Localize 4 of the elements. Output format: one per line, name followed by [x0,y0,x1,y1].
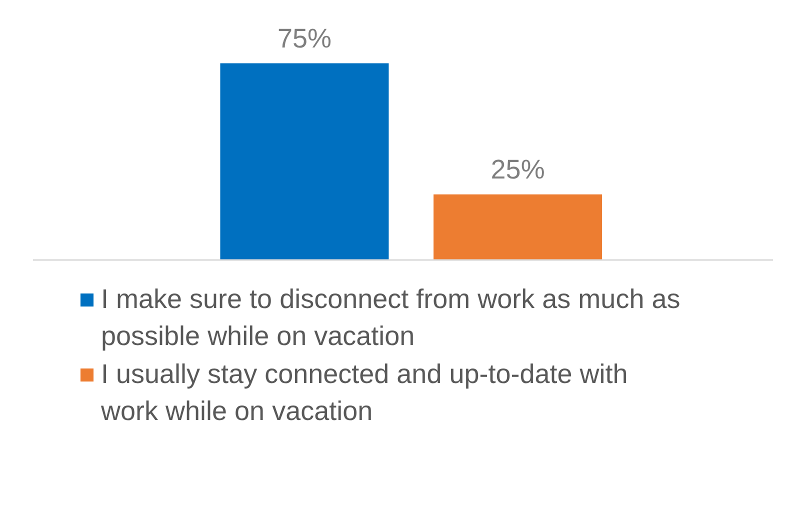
legend-label: I usually stay connected and up-to-date with work while on vacation [100,359,628,426]
data-label: 25% [490,154,545,184]
data-label: 75% [277,23,332,54]
legend-label: I make sure to disconnect from work as much as possible while on vacation [101,284,680,351]
